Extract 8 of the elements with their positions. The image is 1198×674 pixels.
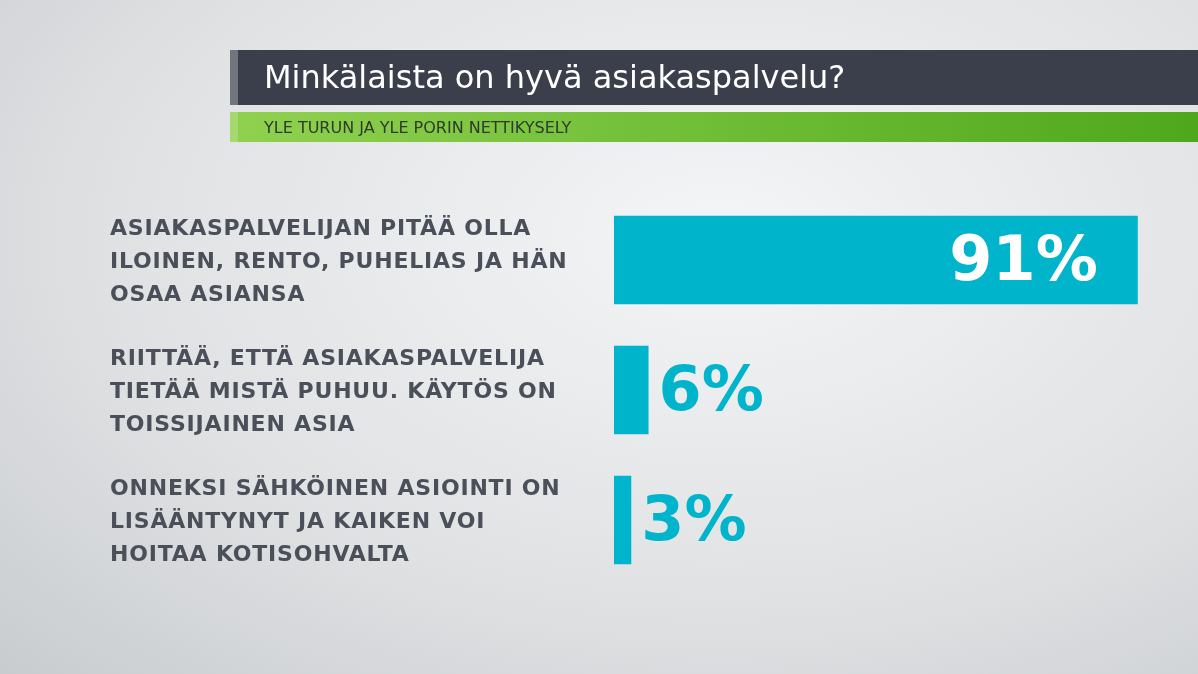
y-tick-label: ONNEKSI SÄHKÖINEN ASIOINTI ON LISÄÄNTYNYT JA KAIKEN VOI HOITAA KOTISOHVALTA xyxy=(110,473,562,568)
data-label: 91% xyxy=(949,222,1098,296)
data-label: 3% xyxy=(641,482,747,556)
y-tick-label: ASIAKASPALVELIJAN PITÄÄ OLLA ILOINEN, RENTO, PUHELIAS JA HÄN OSAA ASIANSA xyxy=(110,213,569,308)
data-label: 6% xyxy=(658,352,764,426)
y-tick-label: RIITTÄÄ, ETTÄ ASIAKASPALVELIJA TIETÄÄ MISTÄ PUHUU. KÄYTÖS ON TOISSIJAINEN ASIA xyxy=(110,343,558,438)
text: YLE TURUN JA YLE PORIN NETTIKYSELY xyxy=(264,118,572,137)
chart-title: Minkälaista on hyvä asiakaspalvelu? xyxy=(264,58,846,96)
